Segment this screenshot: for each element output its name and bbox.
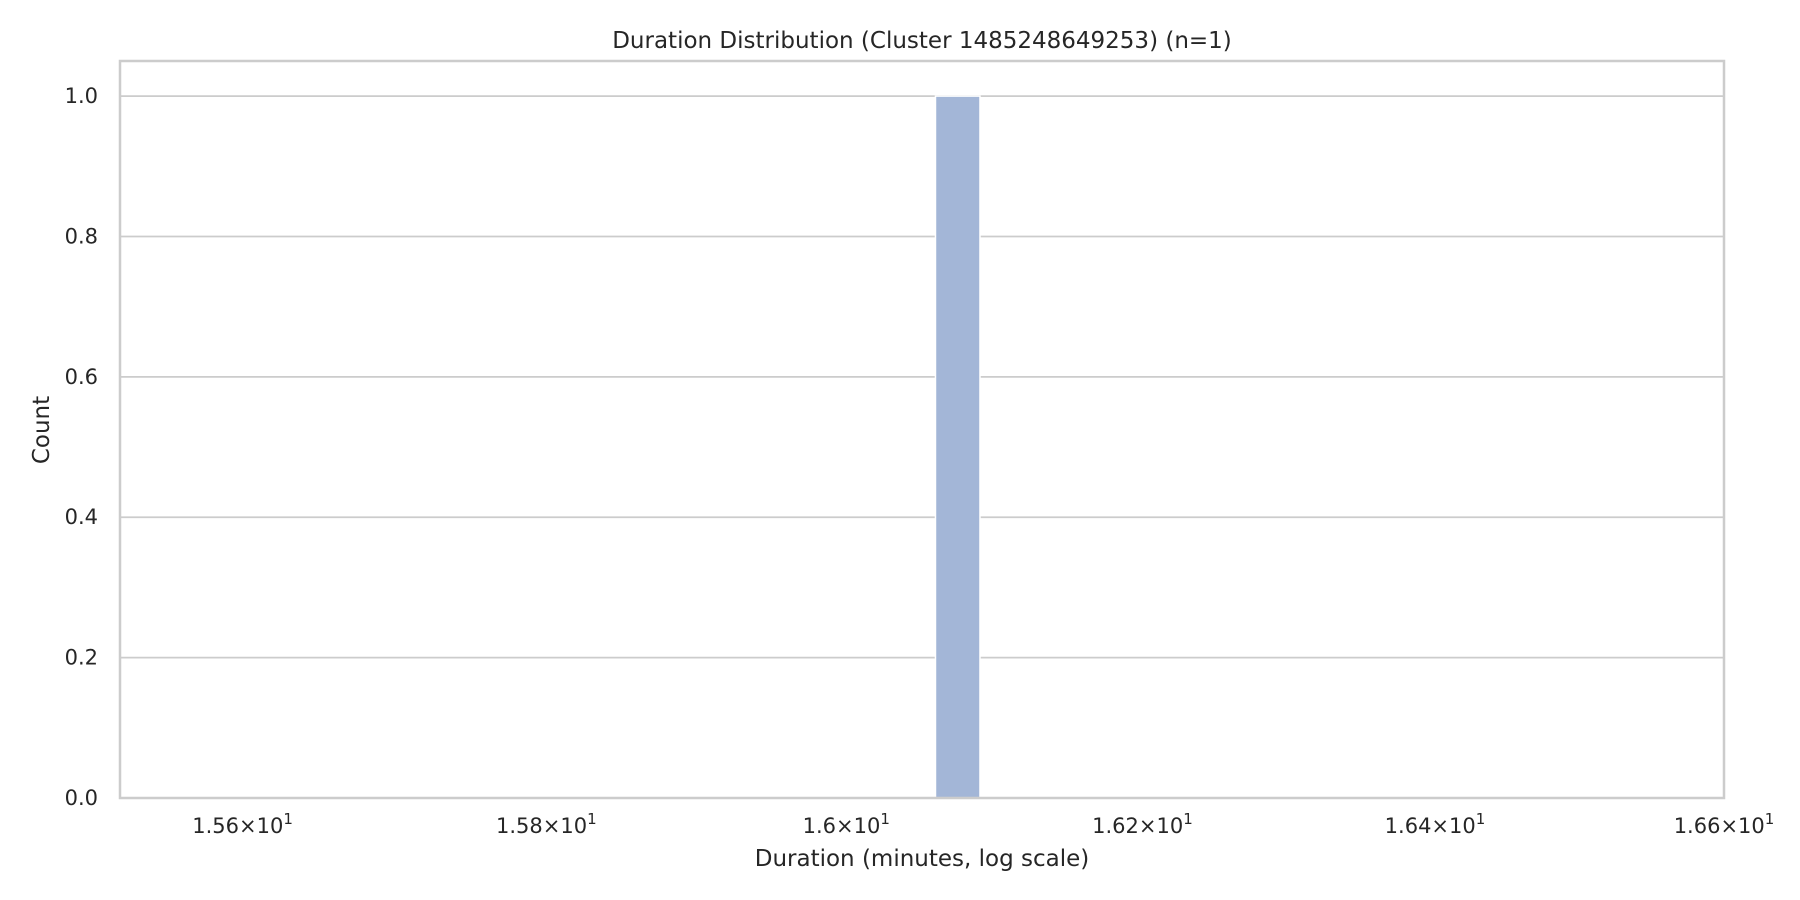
y-tick-label: 0.2	[65, 646, 98, 670]
x-tick-label: 1.64×101	[1385, 810, 1486, 838]
x-tick-label: 1.66×101	[1674, 810, 1775, 838]
x-tick-label: 1.56×101	[192, 810, 293, 838]
plot-frame	[118, 59, 1726, 800]
y-tick-label: 0.6	[65, 365, 98, 389]
y-axis-label: Count	[29, 396, 55, 464]
x-tick-label: 1.6×101	[803, 810, 890, 838]
y-tick-labels: 0.0 0.2 0.4 0.6 0.8 1.0	[65, 84, 98, 810]
grid-lines	[120, 95, 1724, 659]
x-axis-label: Duration (minutes, log scale)	[755, 846, 1090, 872]
chart-title: Duration Distribution (Cluster 148524864…	[612, 28, 1232, 54]
x-tick-label: 1.58×101	[496, 810, 597, 838]
y-tick-label: 0.4	[65, 505, 98, 529]
y-tick-label: 1.0	[65, 84, 98, 108]
y-tick-label: 0.0	[65, 786, 98, 810]
histogram-bars	[934, 95, 981, 799]
y-tick-label: 0.8	[65, 224, 98, 248]
x-tick-label: 1.62×101	[1092, 810, 1193, 838]
histogram-bar	[934, 95, 981, 799]
x-tick-labels: 1.56×101 1.58×101 1.6×101 1.62×101 1.64×101 1…	[192, 810, 1774, 838]
